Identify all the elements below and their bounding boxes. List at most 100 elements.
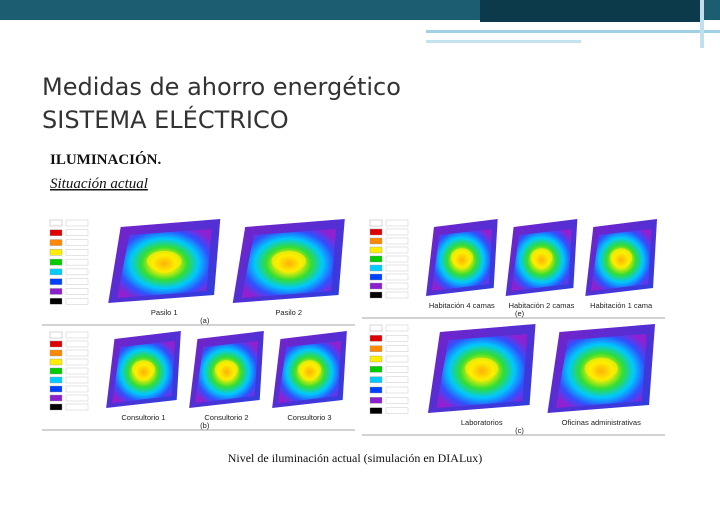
legend-field (385, 219, 409, 227)
render-label: Habitación 2 camas (509, 301, 575, 310)
legend-swatch (369, 397, 383, 404)
legend-field (65, 298, 89, 305)
light-spot (297, 360, 322, 379)
heading: ILUMINACIÓN. (50, 151, 162, 168)
legend-field (385, 282, 409, 290)
figure: Pasilo 1 Pasilo 2 (a) Consultorio 1 Consulto… (42, 219, 665, 436)
subheading: Situación actual (50, 176, 148, 192)
legend-field (65, 367, 89, 375)
panel-tag: (a) (200, 316, 210, 325)
legend-swatch (49, 298, 63, 305)
panel-tag: (c) (515, 426, 524, 435)
legend-swatch (49, 258, 63, 266)
light-spot (131, 360, 156, 379)
stripe (700, 0, 704, 48)
light-spot (584, 357, 618, 380)
legend-swatch (49, 278, 63, 285)
render-label: Habitación 4 camas (429, 301, 495, 310)
light-spot (271, 250, 307, 272)
legend-field (385, 376, 409, 383)
legend-field (385, 291, 409, 299)
legend-swatch (369, 246, 383, 254)
render-label: Consultorio 2 (204, 413, 248, 422)
light-spot (450, 248, 473, 267)
top-bar-accent (480, 0, 700, 22)
legend-field (65, 219, 89, 227)
legend-swatch (369, 273, 383, 281)
light-spot (214, 360, 239, 379)
legend-field (65, 249, 89, 256)
legend-swatch (49, 367, 63, 375)
legend-swatch (49, 376, 63, 384)
title-line: SISTEMA ELÉCTRICO (42, 105, 289, 134)
legend-swatch (369, 282, 383, 290)
legend-field (65, 340, 89, 348)
legend-swatch (369, 376, 383, 383)
legend-field (385, 255, 409, 263)
legend-swatch (49, 349, 63, 357)
legend-field (385, 228, 409, 236)
legend-swatch (49, 358, 63, 366)
render-label: Pasilo 1 (151, 308, 178, 317)
render-label: Consultorio 3 (287, 413, 331, 422)
render-label: Consultorio 1 (121, 413, 165, 422)
legend-field (65, 358, 89, 366)
legend-swatch (369, 291, 383, 299)
light-spot (146, 250, 182, 272)
light-spot (530, 248, 553, 267)
legend-field (385, 273, 409, 281)
legend-swatch (49, 239, 63, 246)
render-label: Pasilo 2 (275, 308, 302, 317)
legend-swatch (49, 340, 63, 348)
legend-field (65, 403, 89, 411)
legend-swatch (369, 264, 383, 272)
legend-field (385, 345, 409, 352)
legend-field (65, 376, 89, 384)
legend-field (385, 386, 409, 394)
legend-field (65, 239, 89, 246)
stripe (426, 30, 720, 33)
panel-tag: (e) (515, 309, 525, 318)
legend-swatch (369, 255, 383, 263)
legend-swatch (369, 324, 383, 332)
legend-swatch (369, 219, 383, 227)
legend-swatch (369, 335, 383, 342)
legend-swatch (369, 237, 383, 245)
light-spot (465, 357, 499, 380)
legend-field (65, 229, 89, 236)
panel-tag: (b) (200, 421, 210, 430)
legend-field (385, 407, 409, 414)
legend-field (65, 349, 89, 357)
legend-field (385, 366, 409, 373)
legend-field (385, 246, 409, 254)
render-label: Laboratorios (461, 418, 503, 427)
legend-field (65, 331, 89, 339)
legend-swatch (49, 219, 63, 227)
caption: Nivel de iluminación actual (simulación … (228, 451, 483, 465)
legend-swatch (49, 229, 63, 236)
legend-swatch (369, 386, 383, 394)
legend-field (385, 324, 409, 332)
legend-swatch (49, 403, 63, 411)
legend-swatch (49, 288, 63, 295)
legend-swatch (369, 407, 383, 414)
legend-field (65, 258, 89, 266)
legend-field (385, 397, 409, 404)
stripe (426, 40, 581, 43)
legend-swatch (49, 268, 63, 276)
legend-field (65, 385, 89, 393)
light-spot (610, 248, 633, 267)
legend-field (65, 288, 89, 295)
render-label: Oficinas administrativas (562, 418, 641, 427)
legend-field (385, 237, 409, 245)
legend-swatch (49, 394, 63, 402)
legend-swatch (369, 228, 383, 236)
legend-field (65, 394, 89, 402)
legend-field (385, 335, 409, 342)
legend-field (385, 355, 409, 363)
legend-field (65, 278, 89, 285)
legend-swatch (49, 249, 63, 256)
legend-field (385, 264, 409, 272)
title-line: Medidas de ahorro energético (42, 73, 401, 101)
